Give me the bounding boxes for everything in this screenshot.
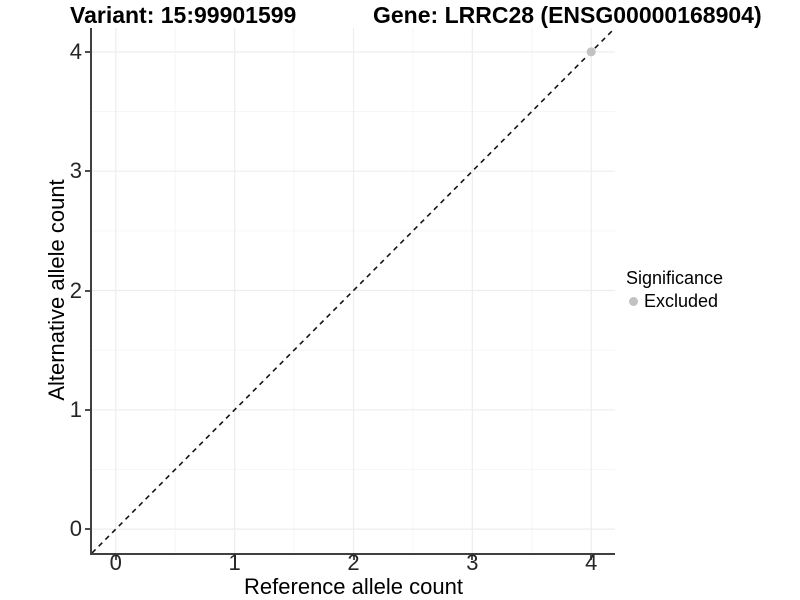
y-tick-label: 3	[69, 158, 82, 184]
y-tick-label: 0	[69, 516, 82, 542]
x-tick-mark	[590, 555, 593, 560]
x-tick-label: 3	[466, 550, 479, 575]
x-tick-label: 2	[347, 550, 360, 575]
x-tick-label: 4	[585, 550, 598, 575]
plot-panel-canvas	[92, 28, 615, 553]
y-tick-label: 4	[69, 38, 82, 64]
x-tick-label: 1	[228, 550, 241, 575]
x-tick-mark	[114, 555, 117, 560]
legend-title: Significance	[626, 268, 724, 288]
plot-title-gene: Gene: LRRC28 (ENSG00000168904)	[373, 2, 762, 28]
x-tick-mark	[352, 555, 355, 560]
data-point-excluded	[586, 47, 596, 57]
y-tick-mark	[85, 528, 90, 531]
plot-title-variant: Variant: 15:99901599	[70, 2, 297, 28]
legend-item-label: Excluded	[644, 291, 719, 311]
y-tick-mark	[85, 50, 90, 53]
legend-item-excluded: Excluded	[626, 291, 723, 312]
identity-reference-line	[92, 28, 615, 553]
plot-panel	[90, 28, 615, 555]
legend-point-icon	[629, 297, 638, 306]
x-axis-title: Reference allele count	[244, 574, 463, 599]
y-tick-mark	[85, 408, 90, 411]
y-tick-mark	[85, 170, 90, 173]
x-tick-mark	[471, 555, 474, 560]
y-tick-label: 2	[69, 277, 82, 303]
legend: Significance Excluded	[626, 268, 723, 312]
y-tick-label: 1	[69, 396, 82, 422]
x-tick-label: 0	[109, 550, 122, 575]
x-tick-mark	[233, 555, 236, 560]
y-tick-mark	[85, 289, 90, 292]
